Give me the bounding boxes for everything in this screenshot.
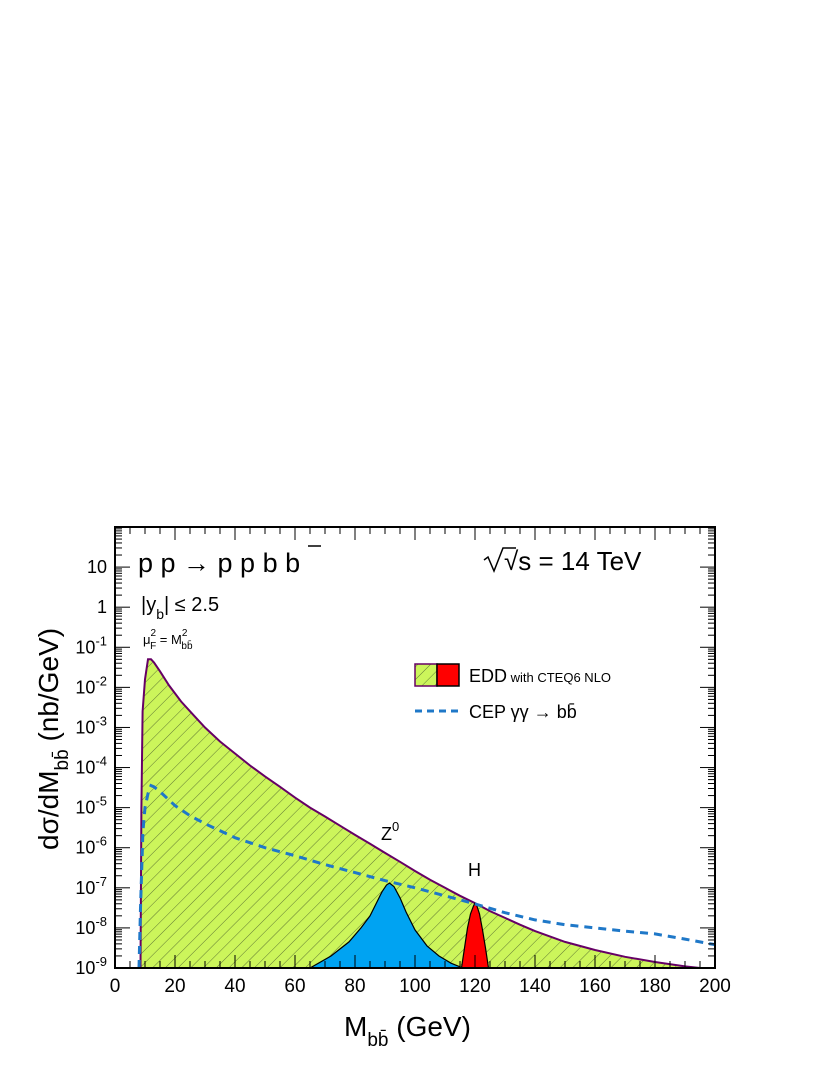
x-tick-label: 200 <box>699 976 731 997</box>
y-tick-label: 10 <box>87 557 107 577</box>
x-axis-title: Mbb̄ (GeV) <box>344 1011 471 1051</box>
y-tick-label: 10-4 <box>75 754 107 778</box>
y-tick-label: 10-8 <box>75 914 107 938</box>
x-tick-label: 180 <box>639 976 671 997</box>
energy-annotation: √s = 14 TeV <box>483 546 642 576</box>
legend-label-edd: EDD with CTEQ6 NLO <box>469 666 611 686</box>
svg-text:√s = 14 TeV: √s = 14 TeV <box>504 546 642 576</box>
ticks-layer <box>114 526 716 969</box>
labels-layer: 0 20 40 60 80 100 120 140 160 180 200 10-9 10-8 10-7 1… <box>75 557 730 997</box>
series-0-area <box>140 659 700 968</box>
x-tick-label: 80 <box>344 976 365 997</box>
legend-swatch-edd-red <box>436 663 460 687</box>
x-tick-label: 160 <box>579 976 611 997</box>
x-tick-label: 140 <box>519 976 551 997</box>
series-0-outline <box>139 658 701 968</box>
y-tick-label: 10-5 <box>75 794 107 818</box>
legend: EDD with CTEQ6 NLO CEP γγ → bb̄ <box>414 663 611 722</box>
y-tick-label: 10-6 <box>75 834 107 858</box>
y-tick-label: 10-3 <box>75 713 107 737</box>
data-layer <box>137 658 715 968</box>
x-tick-label: 120 <box>459 976 491 997</box>
x-tick-label: 20 <box>164 976 185 997</box>
y-tick-label: 10-2 <box>75 673 107 697</box>
y-tick-label: 10-9 <box>75 954 107 978</box>
sqrt-sign <box>483 547 516 573</box>
y-axis-title: dσ/dMbb̄ (nb/GeV) <box>33 628 73 850</box>
y-tick-label: 1 <box>97 597 107 617</box>
series-1-peak <box>308 882 464 968</box>
scale-choice: μ2 F = M2 bb̄ <box>143 628 193 652</box>
plot-frame <box>114 526 716 969</box>
y-tick-label: 10-7 <box>75 874 107 898</box>
y-tick-label: 10-1 <box>75 633 107 657</box>
x-tick-label: 40 <box>224 976 245 997</box>
legend-label-cep: CEP γγ → bb̄ <box>469 702 577 722</box>
x-tick-label: 100 <box>399 976 431 997</box>
legend-swatch-edd-hatched <box>414 663 438 687</box>
higgs-peak-label: H <box>468 860 481 880</box>
x-tick-label: 60 <box>284 976 305 997</box>
x-tick-label: 0 <box>110 976 121 997</box>
rapidity-cut: |yb| ≤ 2.5 <box>141 594 219 622</box>
process-annotation: p p → p p b b <box>138 548 300 578</box>
z-peak-label: Z0 <box>381 819 399 844</box>
